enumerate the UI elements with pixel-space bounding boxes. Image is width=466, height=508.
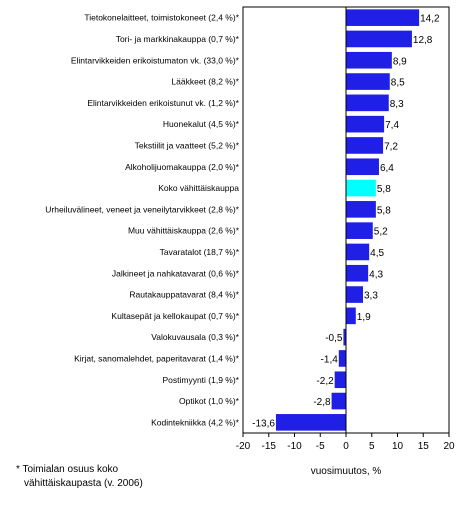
category-label: Rautakauppatavarat (8,4 %)*	[129, 290, 239, 300]
bar	[346, 243, 370, 261]
category-label: Alkoholijuomakauppa (2,0 %)*	[125, 162, 240, 172]
category-label: Kultasepät ja kellokaupat (0,7 %)*	[111, 311, 239, 321]
bar	[275, 414, 346, 431]
bar	[346, 158, 379, 176]
data-label: 8,3	[390, 99, 404, 110]
data-label: 6,4	[380, 163, 394, 174]
data-label: 8,5	[391, 78, 405, 89]
data-label: -13,6	[252, 418, 275, 429]
footnote-line-1: * Toimialan osuus koko	[16, 464, 119, 475]
category-label: Tekstiilit ja vaatteet (5,2 %)*	[135, 140, 240, 150]
data-label: 7,2	[384, 141, 398, 152]
category-label: Muu vähittäiskauppa (2,6 %)*	[128, 226, 240, 236]
data-label: 4,5	[370, 248, 384, 259]
bar	[346, 307, 356, 325]
data-labels: 14,2 12,8 8,9 8,5 8,3 7,4 7,2 6,4 5,8 5,8 5,2 4,5 4,…	[252, 14, 440, 430]
bars	[275, 9, 420, 431]
x-tick-label: 5	[369, 441, 375, 452]
category-label: Elintarvikkeiden erikoistunut vk. (1,2 %…	[87, 98, 239, 108]
category-label: Postimyynti (1,9 %)*	[162, 375, 239, 385]
category-label: Tori- ja markkinakauppa (0,7 %)*	[116, 34, 240, 44]
data-label: 3,3	[364, 291, 378, 302]
x-axis-title: vuosimuutos, %	[311, 466, 382, 477]
bar	[346, 137, 384, 154]
category-label: Koko vähittäiskauppa	[158, 183, 239, 193]
data-label: -2,8	[313, 397, 331, 408]
bar	[346, 9, 420, 26]
bar	[346, 73, 390, 90]
category-label: Elintarvikkeiden erikoistumaton vk. (33,…	[71, 55, 240, 65]
data-label: 14,2	[420, 14, 440, 25]
data-label: -1,4	[321, 354, 339, 365]
category-label: Jalkineet ja nahkatavarat (0,6 %)*	[112, 268, 240, 278]
bar	[346, 30, 412, 48]
data-label: 12,8	[413, 35, 433, 46]
x-tick-label: 10	[392, 441, 404, 452]
data-label: 8,9	[393, 56, 407, 67]
category-label: Tavaratalot (18,7 %)*	[160, 247, 240, 257]
bar	[338, 350, 346, 367]
bar	[346, 179, 376, 197]
category-label: Optikot (1,0 %)*	[179, 396, 240, 406]
x-tick-label: 15	[418, 441, 430, 452]
data-label: 4,3	[369, 269, 383, 280]
bar	[346, 201, 376, 218]
x-tick-label: -20	[236, 441, 251, 452]
bar	[343, 328, 346, 346]
bar	[346, 115, 385, 133]
bar	[331, 392, 346, 410]
bar	[346, 264, 369, 282]
data-label: 5,2	[374, 227, 388, 238]
bar	[346, 51, 392, 69]
data-label: 1,9	[357, 312, 371, 323]
data-label: 5,8	[377, 184, 391, 195]
footnote: * Toimialan osuus koko vähittäiskaupasta…	[16, 463, 216, 491]
data-label: 7,4	[385, 120, 399, 131]
x-axis: -20 -15 -10 -5 0 5 10 15 20	[236, 7, 455, 452]
category-label: Kodintekniikka (4,2 %)*	[151, 417, 240, 427]
footnote-line-2: vähittäiskaupasta (v. 2006)	[24, 478, 143, 489]
category-label: Huonekalut (4,5 %)*	[163, 119, 240, 129]
data-label: -0,5	[325, 333, 343, 344]
category-label: Valokuvausala (0,3 %)*	[151, 332, 239, 342]
bar	[346, 222, 373, 239]
x-tick-label: -10	[287, 441, 302, 452]
category-labels: Tietokonelaitteet, toimistokoneet (2,4 %…	[45, 13, 239, 428]
x-tick-label: 0	[343, 441, 349, 452]
category-label: Urheiluvälineet, veneet ja veneilytarvik…	[45, 204, 239, 214]
data-label: -2,2	[316, 376, 334, 387]
bar	[334, 371, 346, 389]
category-label: Tietokonelaitteet, toimistokoneet (2,4 %…	[84, 13, 239, 23]
category-label: Kirjat, sanomalehdet, paperitavarat (1,4…	[74, 353, 240, 363]
data-label: 5,8	[377, 205, 391, 216]
x-tick-label: -5	[316, 441, 325, 452]
category-label: Lääkkeet (8,2 %)*	[171, 77, 239, 87]
bar	[346, 286, 363, 303]
x-tick-label: -15	[262, 441, 277, 452]
x-tick-label: 20	[443, 441, 455, 452]
bar	[346, 94, 389, 112]
